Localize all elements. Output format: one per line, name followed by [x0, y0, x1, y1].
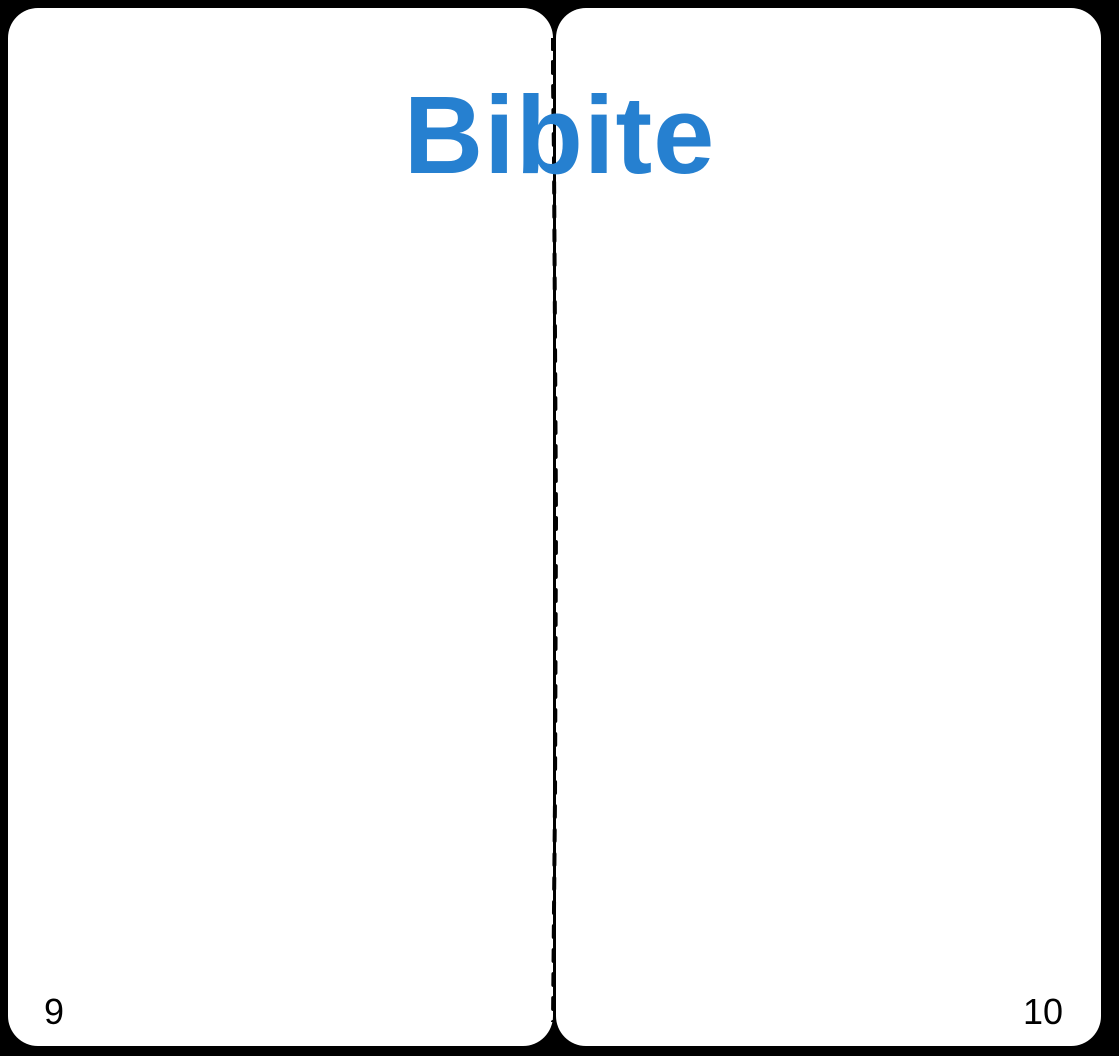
- page-number-right: 10: [1022, 991, 1063, 1032]
- page-number-left: 9: [44, 991, 65, 1032]
- page-title: Bibite: [403, 74, 716, 197]
- left-page: [8, 8, 553, 1046]
- right-page: [556, 8, 1101, 1046]
- fold-line: [551, 38, 559, 1022]
